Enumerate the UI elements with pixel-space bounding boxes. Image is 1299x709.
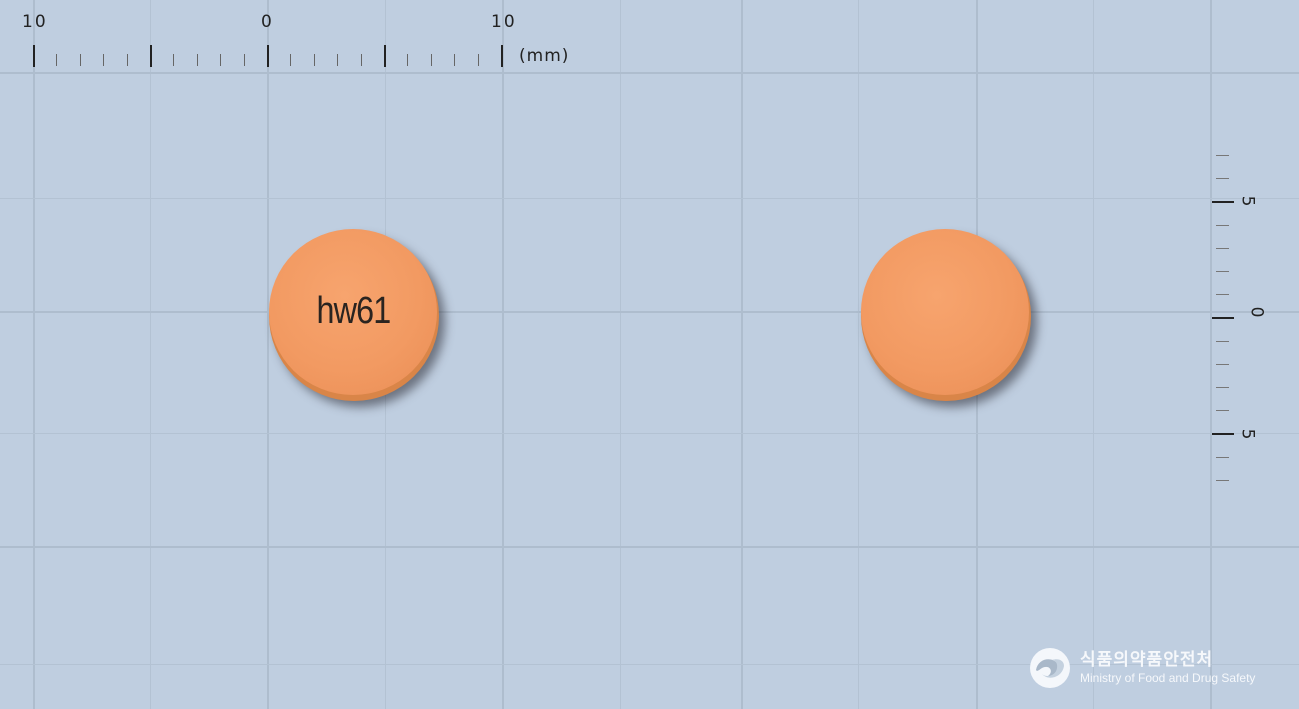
ruler-tick bbox=[290, 54, 291, 66]
ruler-tick bbox=[454, 54, 455, 66]
ruler-tick bbox=[384, 45, 386, 67]
logo-korean: 식품의약품안전처 bbox=[1080, 650, 1255, 670]
grid-line bbox=[741, 0, 743, 709]
ruler-tick bbox=[501, 45, 503, 67]
ruler-tick bbox=[127, 54, 128, 66]
ruler-tick bbox=[1216, 364, 1229, 365]
logo-text: 식품의약품안전처 Ministry of Food and Drug Safet… bbox=[1080, 650, 1255, 686]
pill-imprint: hw61 bbox=[316, 290, 390, 333]
mfds-emblem-icon bbox=[1030, 648, 1070, 688]
ruler-tick bbox=[1216, 178, 1229, 179]
ruler-tick bbox=[56, 54, 57, 66]
pill-face bbox=[861, 229, 1029, 395]
ruler-tick bbox=[173, 54, 174, 66]
ruler-tick bbox=[103, 54, 104, 66]
ruler-label: 0 bbox=[1246, 307, 1266, 320]
ruler-tick bbox=[1216, 155, 1229, 156]
ruler-tick bbox=[244, 54, 245, 66]
grid-line bbox=[0, 433, 1299, 434]
ruler-label: 5 bbox=[1237, 196, 1257, 209]
ruler-tick bbox=[150, 45, 152, 67]
ruler-tick bbox=[1216, 341, 1229, 342]
ruler-tick bbox=[220, 54, 221, 66]
ruler-tick bbox=[361, 54, 362, 66]
logo-english: Ministry of Food and Drug Safety bbox=[1080, 670, 1255, 686]
ruler-tick bbox=[337, 54, 338, 66]
grid-line bbox=[1093, 0, 1094, 709]
ruler-tick bbox=[1212, 433, 1234, 435]
ruler-tick bbox=[1216, 225, 1229, 226]
ruler-tick bbox=[407, 54, 408, 66]
ruler-tick bbox=[1216, 410, 1229, 411]
pill-back bbox=[861, 229, 1031, 401]
ruler-tick bbox=[1216, 294, 1229, 295]
mfds-logo: 식품의약품안전처 Ministry of Food and Drug Safet… bbox=[1030, 648, 1255, 688]
ruler-label: 5 bbox=[1237, 429, 1257, 442]
ruler-tick bbox=[197, 54, 198, 66]
pill-front: hw61 bbox=[269, 229, 439, 401]
ruler-tick bbox=[267, 45, 269, 67]
ruler-tick bbox=[1212, 317, 1234, 319]
ruler-label: 10 bbox=[491, 12, 517, 32]
ruler-tick bbox=[431, 54, 432, 66]
ruler-tick bbox=[478, 54, 479, 66]
ruler-label: 10 bbox=[22, 12, 48, 32]
grid-line bbox=[0, 311, 1299, 313]
ruler-tick bbox=[1216, 480, 1229, 481]
ruler-tick bbox=[1216, 271, 1229, 272]
ruler-tick bbox=[1216, 387, 1229, 388]
grid-line bbox=[0, 198, 1299, 199]
ruler-tick bbox=[1216, 457, 1229, 458]
grid-line bbox=[1210, 0, 1212, 709]
ruler-tick bbox=[314, 54, 315, 66]
grid-line bbox=[858, 0, 859, 709]
grid-line bbox=[33, 0, 35, 709]
ruler-tick bbox=[1216, 248, 1229, 249]
ruler-unit: (mm) bbox=[519, 46, 569, 66]
grid-line bbox=[0, 546, 1299, 548]
grid-line bbox=[502, 0, 504, 709]
grid-line bbox=[0, 72, 1299, 74]
ruler-tick bbox=[80, 54, 81, 66]
grid-line bbox=[150, 0, 151, 709]
ruler-label: 0 bbox=[261, 12, 274, 32]
grid-line bbox=[620, 0, 621, 709]
ruler-tick bbox=[33, 45, 35, 67]
ruler-tick bbox=[1212, 201, 1234, 203]
pill-face: hw61 bbox=[269, 229, 437, 395]
